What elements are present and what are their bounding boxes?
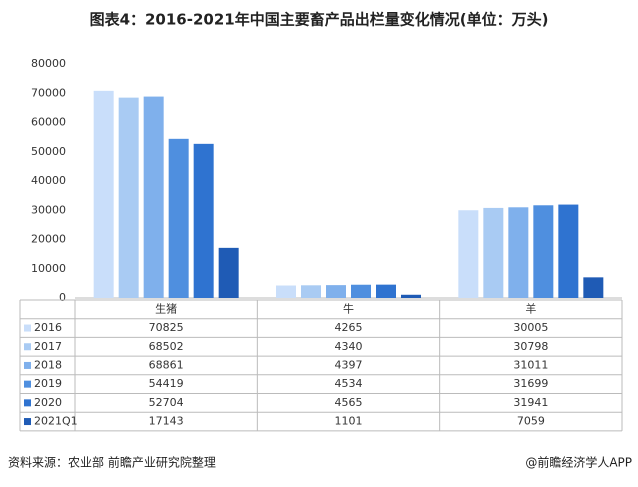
legend-swatch <box>24 380 31 388</box>
legend-label: 2019 <box>34 377 62 390</box>
table-cell: 52704 <box>149 396 184 409</box>
source: 资料来源：农业部 前瞻产业研究院整理 <box>8 455 216 470</box>
y-tick-label: 60000 <box>31 116 66 129</box>
legend-swatch <box>24 343 31 351</box>
table-cell: 31941 <box>513 396 548 409</box>
bar <box>143 96 164 298</box>
bar <box>376 284 396 298</box>
y-tick-label: 70000 <box>31 86 66 99</box>
chart-title: 图表4：2016-2021年中国主要畜产品出栏量变化情况(单位：万头) <box>90 11 549 29</box>
legend-label: 2016 <box>34 321 62 334</box>
y-tick-label: 40000 <box>31 174 66 187</box>
legend-label: 2017 <box>34 340 62 353</box>
bar <box>351 284 371 298</box>
table-cell: 4565 <box>335 396 363 409</box>
table-cell: 31699 <box>513 377 548 390</box>
bar <box>218 247 239 298</box>
bar <box>401 294 421 298</box>
watermark: @前瞻经济学人APP <box>525 455 632 470</box>
table-cell: 17143 <box>149 415 184 428</box>
bar <box>193 143 214 298</box>
bar <box>483 207 504 298</box>
table-cell: 4397 <box>335 358 363 371</box>
table-cell: 4265 <box>335 321 363 334</box>
bar <box>508 207 529 298</box>
y-tick-label: 10000 <box>31 262 66 275</box>
bar <box>583 277 604 298</box>
x-tick-label: 羊 <box>525 301 536 315</box>
legend-label: 2021Q1 <box>34 415 78 428</box>
table-cell: 1101 <box>335 415 363 428</box>
x-tick-label: 生猪 <box>155 301 177 315</box>
legend-label: 2018 <box>34 358 62 371</box>
y-tick-label: 80000 <box>31 57 66 70</box>
legend-swatch <box>24 399 31 407</box>
x-tick-label: 牛 <box>343 301 354 315</box>
table-cell: 54419 <box>149 377 184 390</box>
table-cell: 7059 <box>517 415 545 428</box>
table-cell: 4534 <box>335 377 363 390</box>
table-cell: 68502 <box>149 340 184 353</box>
y-tick-label: 50000 <box>31 145 66 158</box>
bar <box>301 285 321 298</box>
bar <box>558 204 579 298</box>
bar <box>326 285 346 298</box>
table-cell: 31011 <box>513 358 548 371</box>
legend-swatch <box>24 324 31 332</box>
table-cell: 70825 <box>149 321 184 334</box>
legend-swatch <box>24 418 31 426</box>
bar <box>276 285 296 298</box>
table-cell: 30798 <box>513 340 548 353</box>
legend-swatch <box>24 361 31 369</box>
bar <box>118 97 139 298</box>
y-tick-label: 30000 <box>31 203 66 216</box>
table-cell: 30005 <box>513 321 548 334</box>
y-tick-label: 20000 <box>31 233 66 246</box>
bar <box>93 90 114 298</box>
table-cell: 68861 <box>149 358 184 371</box>
bar <box>533 205 554 298</box>
y-tick-label: 0 <box>59 291 66 304</box>
legend-label: 2020 <box>34 396 62 409</box>
bar <box>458 210 479 298</box>
table-cell: 4340 <box>335 340 363 353</box>
bar <box>168 138 189 298</box>
